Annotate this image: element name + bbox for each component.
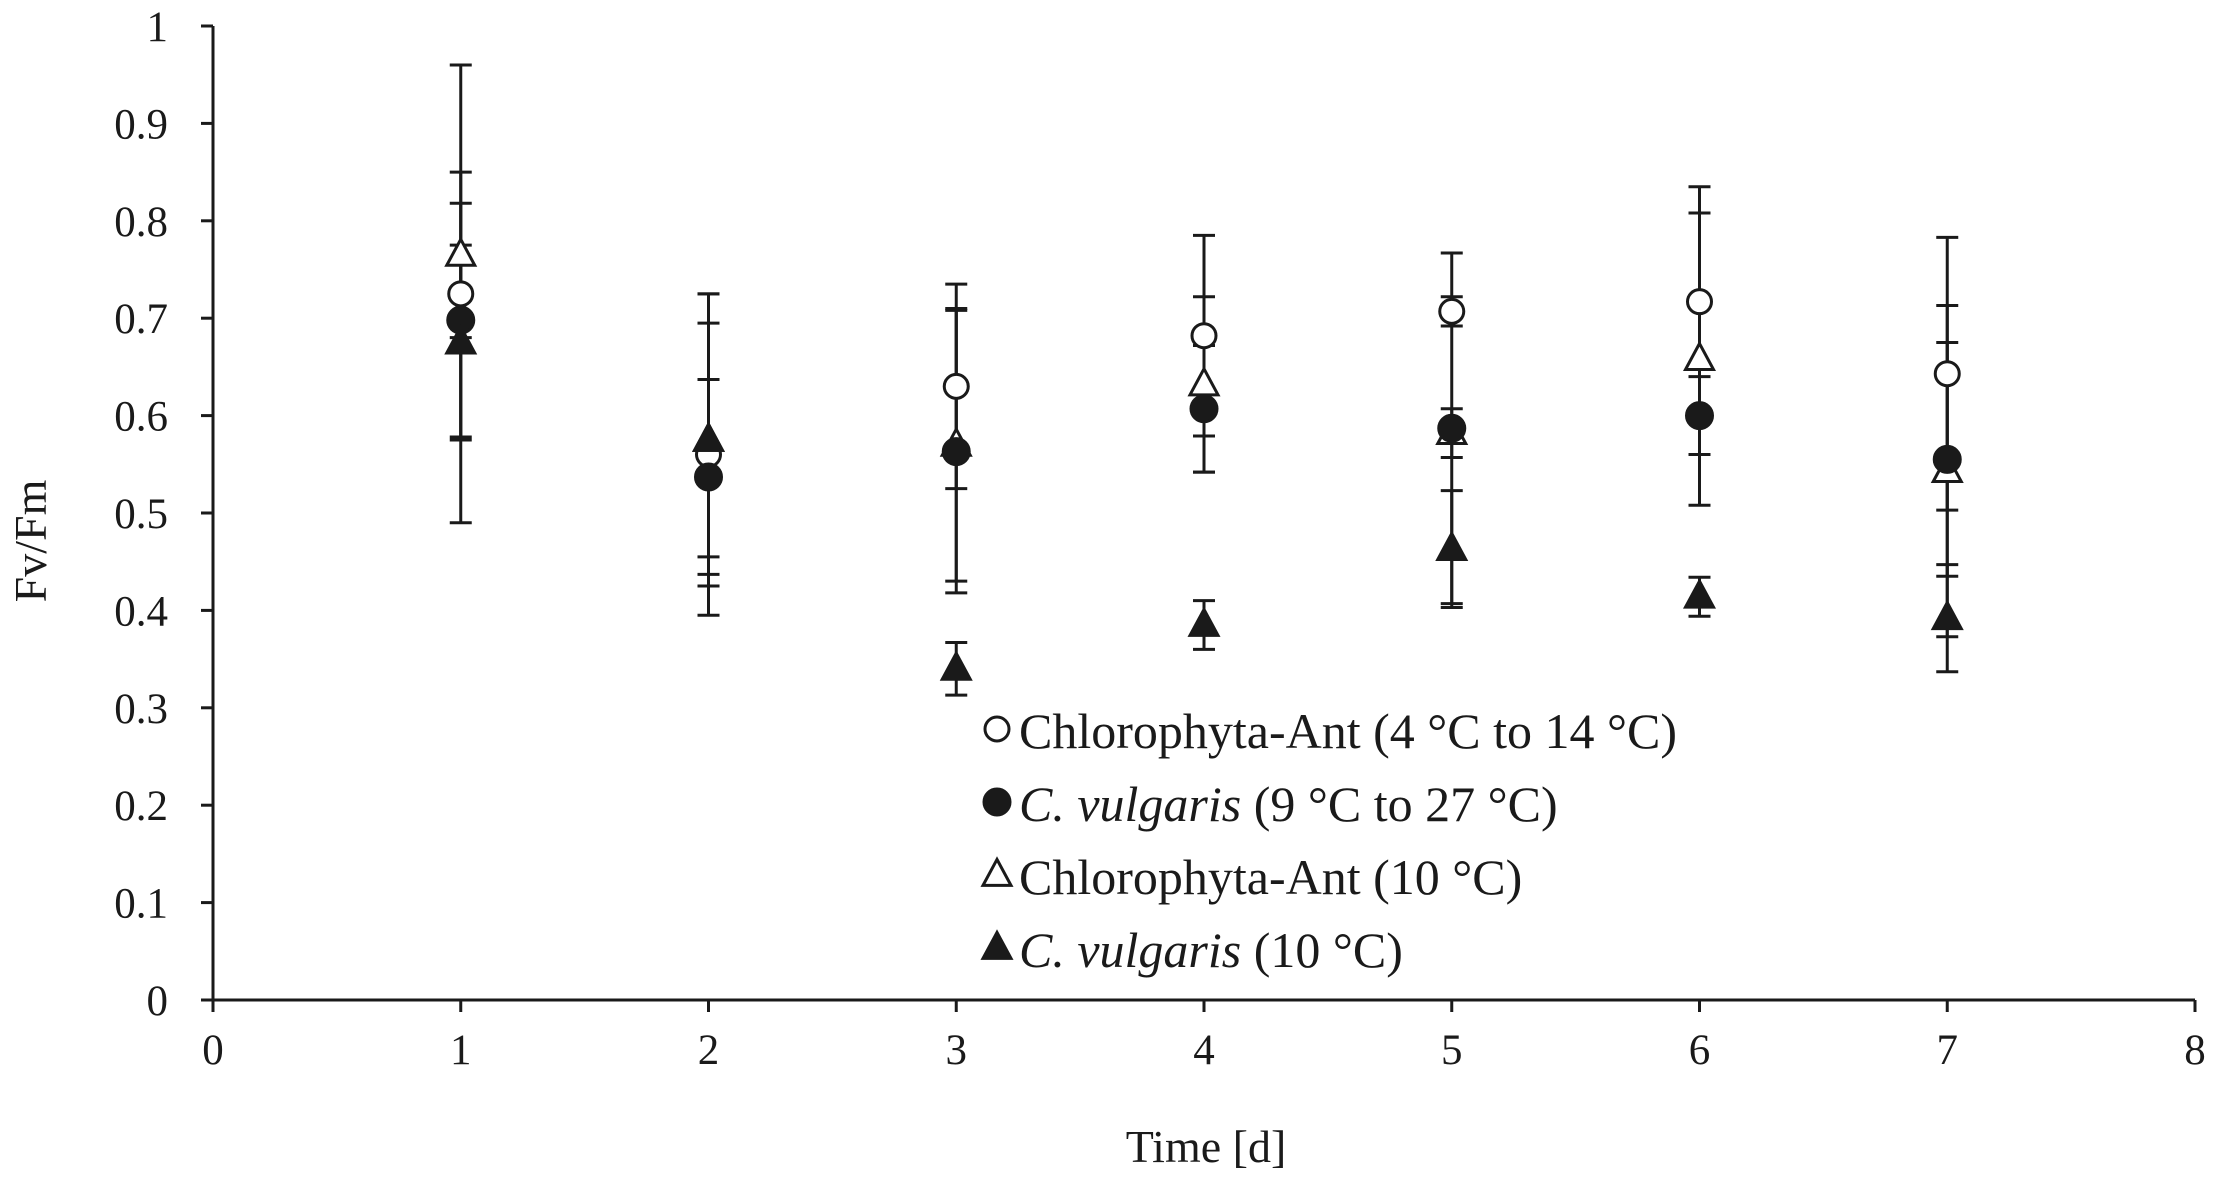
y-tick-label: 1 xyxy=(147,4,169,51)
legend-marker xyxy=(982,787,1012,817)
x-tick-label: 7 xyxy=(1937,1027,1959,1074)
legend-label-part: C. vulgaris xyxy=(1019,922,1241,978)
legend-label: Chlorophyta-Ant (4 °C to 14 °C) xyxy=(1019,703,1677,759)
data-point xyxy=(1685,401,1714,431)
data-point xyxy=(1686,288,1713,316)
x-tick-label: 8 xyxy=(2184,1027,2206,1074)
data-point xyxy=(1438,297,1466,325)
y-tick-label: 0.2 xyxy=(114,783,168,830)
x-tick-label: 1 xyxy=(450,1027,472,1074)
data-point xyxy=(444,323,478,355)
legend-label: C. vulgaris (9 °C to 27 °C) xyxy=(1019,776,1558,832)
data-point xyxy=(1930,599,1964,631)
legend-label-part: Chlorophyta-Ant xyxy=(1019,703,1361,759)
legend-item: C. vulgaris (10 °C) xyxy=(980,922,1403,978)
legend-label: Chlorophyta-Ant (10 °C) xyxy=(1019,849,1522,905)
data-point xyxy=(444,236,478,267)
y-tick-label: 0.1 xyxy=(114,881,168,928)
data-point xyxy=(1435,530,1469,561)
y-tick-label: 0.4 xyxy=(114,588,168,635)
x-axis-title: Time [d] xyxy=(1126,1121,1287,1172)
x-tick-label: 2 xyxy=(698,1027,720,1074)
legend: Chlorophyta-Ant (4 °C to 14 °C) C. vulgar… xyxy=(980,703,1677,978)
data-point xyxy=(1932,444,1962,474)
y-tick-label: 0.5 xyxy=(114,491,168,538)
axis-ticks: 0 1 2 3 4 5 6 7 8 0 0.1 0.2 0.3 0.4 0.5 0.6 0.7 0.8 0.9 1 xyxy=(114,4,2206,1074)
legend-label-part: (4 °C to 14 °C) xyxy=(1361,703,1677,759)
y-tick-label: 0.3 xyxy=(114,686,168,733)
legend-label-part: (10 °C) xyxy=(1241,922,1403,978)
legend-item: C. vulgaris (9 °C to 27 °C) xyxy=(982,776,1558,832)
legend-item: Chlorophyta-Ant (4 °C to 14 °C) xyxy=(983,703,1677,759)
data-point xyxy=(939,650,973,681)
data-point xyxy=(1682,340,1717,372)
data-point xyxy=(1189,394,1219,424)
data-point xyxy=(694,462,723,492)
x-tick-label: 4 xyxy=(1193,1027,1215,1074)
data-point xyxy=(1187,606,1221,637)
x-tick-label: 3 xyxy=(946,1027,968,1074)
data-point xyxy=(1933,360,1961,388)
legend-label-part: (9 °C to 27 °C) xyxy=(1241,776,1557,832)
data-point xyxy=(447,280,475,308)
legend-marker xyxy=(983,715,1011,743)
x-tick-label: 6 xyxy=(1689,1027,1711,1074)
data-points xyxy=(444,236,1964,681)
y-tick-label: 0 xyxy=(147,978,169,1025)
data-point xyxy=(1187,365,1221,397)
data-point xyxy=(691,421,726,452)
y-tick-label: 0.9 xyxy=(114,101,168,148)
data-point xyxy=(942,372,970,400)
y-tick-label: 0.6 xyxy=(114,394,168,441)
data-point xyxy=(941,437,971,467)
y-tick-label: 0.7 xyxy=(114,296,168,343)
legend-label: C. vulgaris (10 °C) xyxy=(1019,922,1403,978)
legend-label-part: Chlorophyta-Ant xyxy=(1019,849,1361,905)
data-point xyxy=(1437,413,1467,443)
x-tick-label: 0 xyxy=(202,1027,224,1074)
legend-marker xyxy=(980,856,1014,887)
legend-label-part: (10 °C) xyxy=(1361,849,1523,905)
data-point xyxy=(1682,578,1717,609)
y-axis-title: Fv/Fm xyxy=(5,479,56,602)
y-tick-label: 0.8 xyxy=(114,199,168,246)
legend-label-part: C. vulgaris xyxy=(1019,776,1241,832)
legend-item: Chlorophyta-Ant (10 °C) xyxy=(980,849,1522,905)
legend-marker xyxy=(980,929,1014,960)
x-tick-label: 5 xyxy=(1441,1027,1463,1074)
data-point xyxy=(1190,322,1218,350)
